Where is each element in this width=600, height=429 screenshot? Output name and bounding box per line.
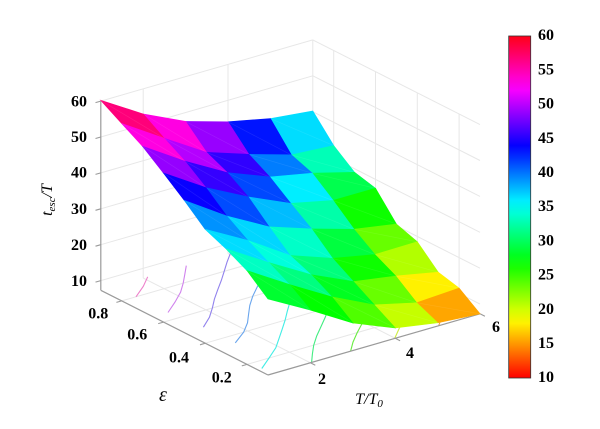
svg-text:0.2: 0.2	[212, 369, 232, 386]
svg-text:20: 20	[538, 301, 554, 318]
svg-text:30: 30	[71, 201, 87, 218]
svg-text:25: 25	[538, 267, 554, 284]
svg-text:10: 10	[538, 369, 554, 386]
svg-text:10: 10	[71, 273, 87, 290]
svg-text:ε: ε	[159, 384, 167, 406]
svg-text:T/T0: T/T0	[355, 391, 383, 410]
svg-text:0.4: 0.4	[169, 350, 189, 367]
svg-text:35: 35	[538, 198, 554, 215]
svg-text:0.6: 0.6	[127, 326, 147, 343]
svg-text:4: 4	[406, 345, 414, 362]
svg-text:40: 40	[71, 165, 87, 182]
svg-text:50: 50	[538, 96, 554, 113]
svg-text:20: 20	[71, 237, 87, 254]
svg-text:55: 55	[538, 61, 554, 78]
svg-text:60: 60	[71, 94, 87, 111]
svg-text:6: 6	[492, 319, 500, 336]
svg-text:30: 30	[538, 232, 554, 249]
svg-text:40: 40	[538, 164, 554, 181]
svg-text:60: 60	[538, 27, 554, 44]
svg-text:50: 50	[71, 129, 87, 146]
svg-text:2: 2	[318, 371, 326, 388]
svg-text:15: 15	[538, 335, 554, 352]
svg-text:45: 45	[538, 130, 554, 147]
svg-text:0.8: 0.8	[88, 305, 108, 322]
